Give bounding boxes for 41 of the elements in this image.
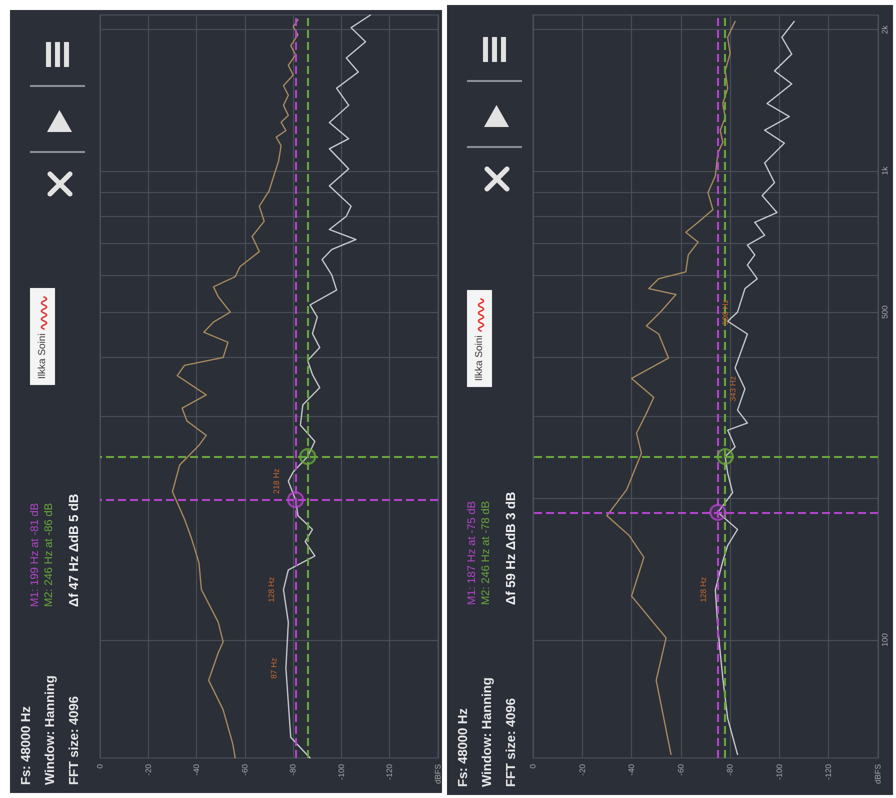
- y-tick-label: 500: [880, 304, 890, 319]
- text: FFT size: 4096: [66, 696, 82, 785]
- x-tick-label: 0: [528, 763, 538, 768]
- annotation: 343 Hz: [728, 376, 738, 402]
- annotation: 500 Hz: [721, 299, 730, 325]
- annotation: 218 Hz: [272, 468, 281, 494]
- y-tick-label: 2k: [880, 24, 890, 34]
- x-tick-label: -60: [676, 763, 686, 776]
- ref-line-label: M1: 187 Hz at -75 dB: [466, 501, 478, 605]
- x-tick-label: -60: [240, 763, 250, 776]
- x-tick-label: dBFS: [434, 764, 442, 784]
- annotation: 128 Hz: [266, 576, 276, 602]
- x-tick-label: -40: [192, 763, 202, 776]
- text: Window: Hanning: [42, 675, 58, 785]
- x-tick-label: dBFS: [874, 764, 882, 784]
- ref-line-label: M2: 246 Hz at -78 dB: [480, 501, 492, 605]
- x-tick-label: -120: [385, 763, 394, 780]
- annotation: 128 Hz: [698, 576, 708, 602]
- x-tick-label: -80: [726, 763, 735, 776]
- text: Fs: 48000 Hz: [455, 708, 470, 787]
- x-tick-label: -120: [824, 763, 834, 780]
- ref-line-label: M2: 246 Hz at -86 dB: [43, 503, 56, 607]
- line-series: [606, 20, 736, 756]
- x-tick-label: -40: [627, 763, 636, 776]
- y-tick-label: 100: [880, 632, 890, 647]
- text: Window: Hanning: [479, 677, 494, 787]
- x-tick-label: -100: [774, 763, 784, 780]
- name-tag: Ilkka Soini: [467, 290, 492, 387]
- name-tag: Ilkka Soini: [30, 288, 55, 385]
- x-tick-label: -100: [336, 763, 346, 780]
- annotation: 87 Hz: [269, 658, 278, 679]
- x-tick-label: -20: [144, 763, 153, 776]
- text: FFT size: 4096: [503, 698, 518, 787]
- x-tick-label: -20: [578, 763, 587, 776]
- y-tick-label: 1k: [880, 166, 890, 176]
- ref-line-label: M1: 199 Hz at -81 dB: [29, 503, 42, 607]
- x-tick-label: 0: [96, 763, 104, 768]
- text: Δf 59 Hz ΔdB 3 dB: [503, 492, 518, 605]
- text: Δf 47 Hz ΔdB 5 dB: [66, 494, 82, 607]
- x-tick-label: -80: [288, 763, 298, 776]
- text: Fs: 48000 Hz: [18, 706, 34, 785]
